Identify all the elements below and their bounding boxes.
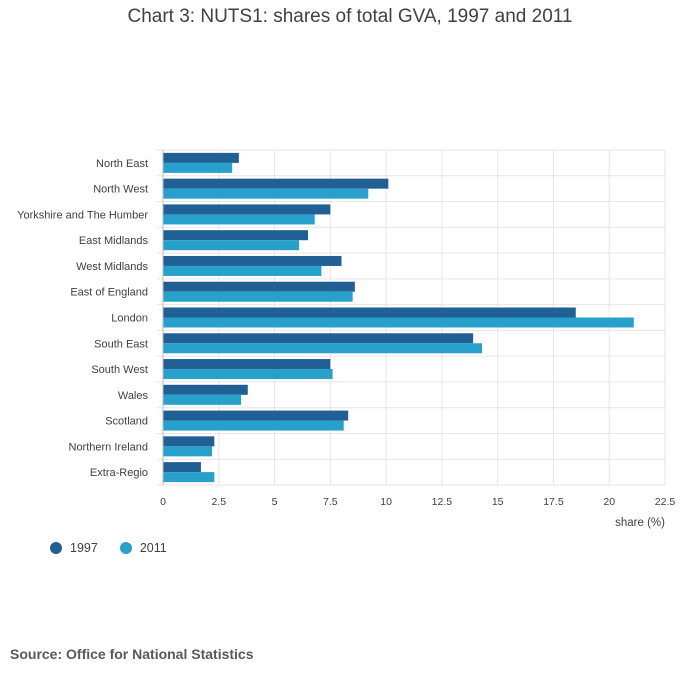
x-tick-label: 22.5 — [655, 496, 676, 508]
y-category-label: Northern Ireland — [69, 441, 149, 453]
y-category-label: Extra-Regio — [90, 467, 148, 479]
bar-2011-yorkshire-and-the-humber[interactable] — [163, 214, 315, 225]
x-tick-label: 7.5 — [323, 496, 338, 508]
bar-1997-northern-ireland[interactable] — [163, 436, 215, 447]
bar-2011-northern-ireland[interactable] — [163, 446, 213, 457]
y-category-label: Wales — [118, 390, 149, 402]
x-tick-label: 15 — [492, 496, 504, 508]
y-category-label: North East — [96, 158, 148, 170]
x-tick-label: 12.5 — [432, 496, 453, 508]
bar-2011-north-west[interactable] — [163, 188, 369, 199]
bar-1997-south-west[interactable] — [163, 359, 331, 370]
y-category-label: London — [111, 313, 148, 325]
x-tick-label: 0 — [160, 496, 166, 508]
y-category-label: East of England — [70, 287, 148, 299]
bar-1997-scotland[interactable] — [163, 410, 349, 421]
bar-1997-east-of-england[interactable] — [163, 281, 355, 292]
source-note: Source: Office for National Statistics — [10, 646, 254, 662]
bar-1997-north-east[interactable] — [163, 152, 239, 163]
x-axis-title: share (%) — [615, 517, 665, 529]
bar-1997-extra-regio[interactable] — [163, 462, 201, 473]
bar-2011-scotland[interactable] — [163, 420, 344, 431]
bar-2011-south-east[interactable] — [163, 343, 483, 354]
bar-1997-east-midlands[interactable] — [163, 230, 309, 241]
bar-1997-yorkshire-and-the-humber[interactable] — [163, 204, 331, 215]
legend-dot-1997 — [50, 542, 62, 554]
bar-2011-london[interactable] — [163, 317, 634, 328]
legend-label-2011: 2011 — [139, 541, 167, 555]
x-tick-label: 5 — [272, 496, 278, 508]
legend-dot-2011 — [119, 542, 132, 554]
legend-item-1997[interactable]: 1997 — [50, 541, 98, 555]
bar-2011-east-of-england[interactable] — [163, 291, 353, 302]
legend: 1997 2011 — [50, 541, 167, 555]
chart-title: Chart 3: NUTS1: shares of total GVA, 199… — [127, 6, 573, 27]
bar-2011-north-east[interactable] — [163, 162, 233, 173]
bar-1997-west-midlands[interactable] — [163, 255, 342, 266]
y-category-label: South West — [91, 364, 148, 376]
y-category-label: West Midlands — [76, 261, 148, 273]
y-category-label: Scotland — [105, 416, 148, 428]
legend-item-2011[interactable]: 2011 — [119, 541, 167, 555]
bar-2011-extra-regio[interactable] — [163, 472, 215, 483]
bar-1997-south-east[interactable] — [163, 333, 474, 344]
bar-1997-north-west[interactable] — [163, 178, 389, 189]
bar-2011-west-midlands[interactable] — [163, 265, 322, 276]
bar-2011-south-west[interactable] — [163, 369, 333, 380]
y-category-label: Yorkshire and The Humber — [17, 209, 148, 221]
y-category-label: North West — [93, 184, 148, 196]
x-tick-label: 10 — [380, 496, 392, 508]
bar-1997-wales[interactable] — [163, 384, 248, 395]
x-tick-label: 17.5 — [543, 496, 564, 508]
x-tick-label: 2.5 — [211, 496, 226, 508]
y-category-label: South East — [94, 338, 148, 350]
bar-chart: 0 2.5 5 7.5 10 12.5 15 17.5 20 22.5 North East Nort… — [17, 149, 676, 529]
bar-2011-east-midlands[interactable] — [163, 240, 300, 251]
bar-1997-london[interactable] — [163, 307, 576, 318]
y-category-label: East Midlands — [79, 235, 149, 247]
legend-label-1997: 1997 — [70, 541, 98, 555]
bar-2011-wales[interactable] — [163, 394, 242, 405]
x-tick-label: 20 — [603, 496, 615, 508]
